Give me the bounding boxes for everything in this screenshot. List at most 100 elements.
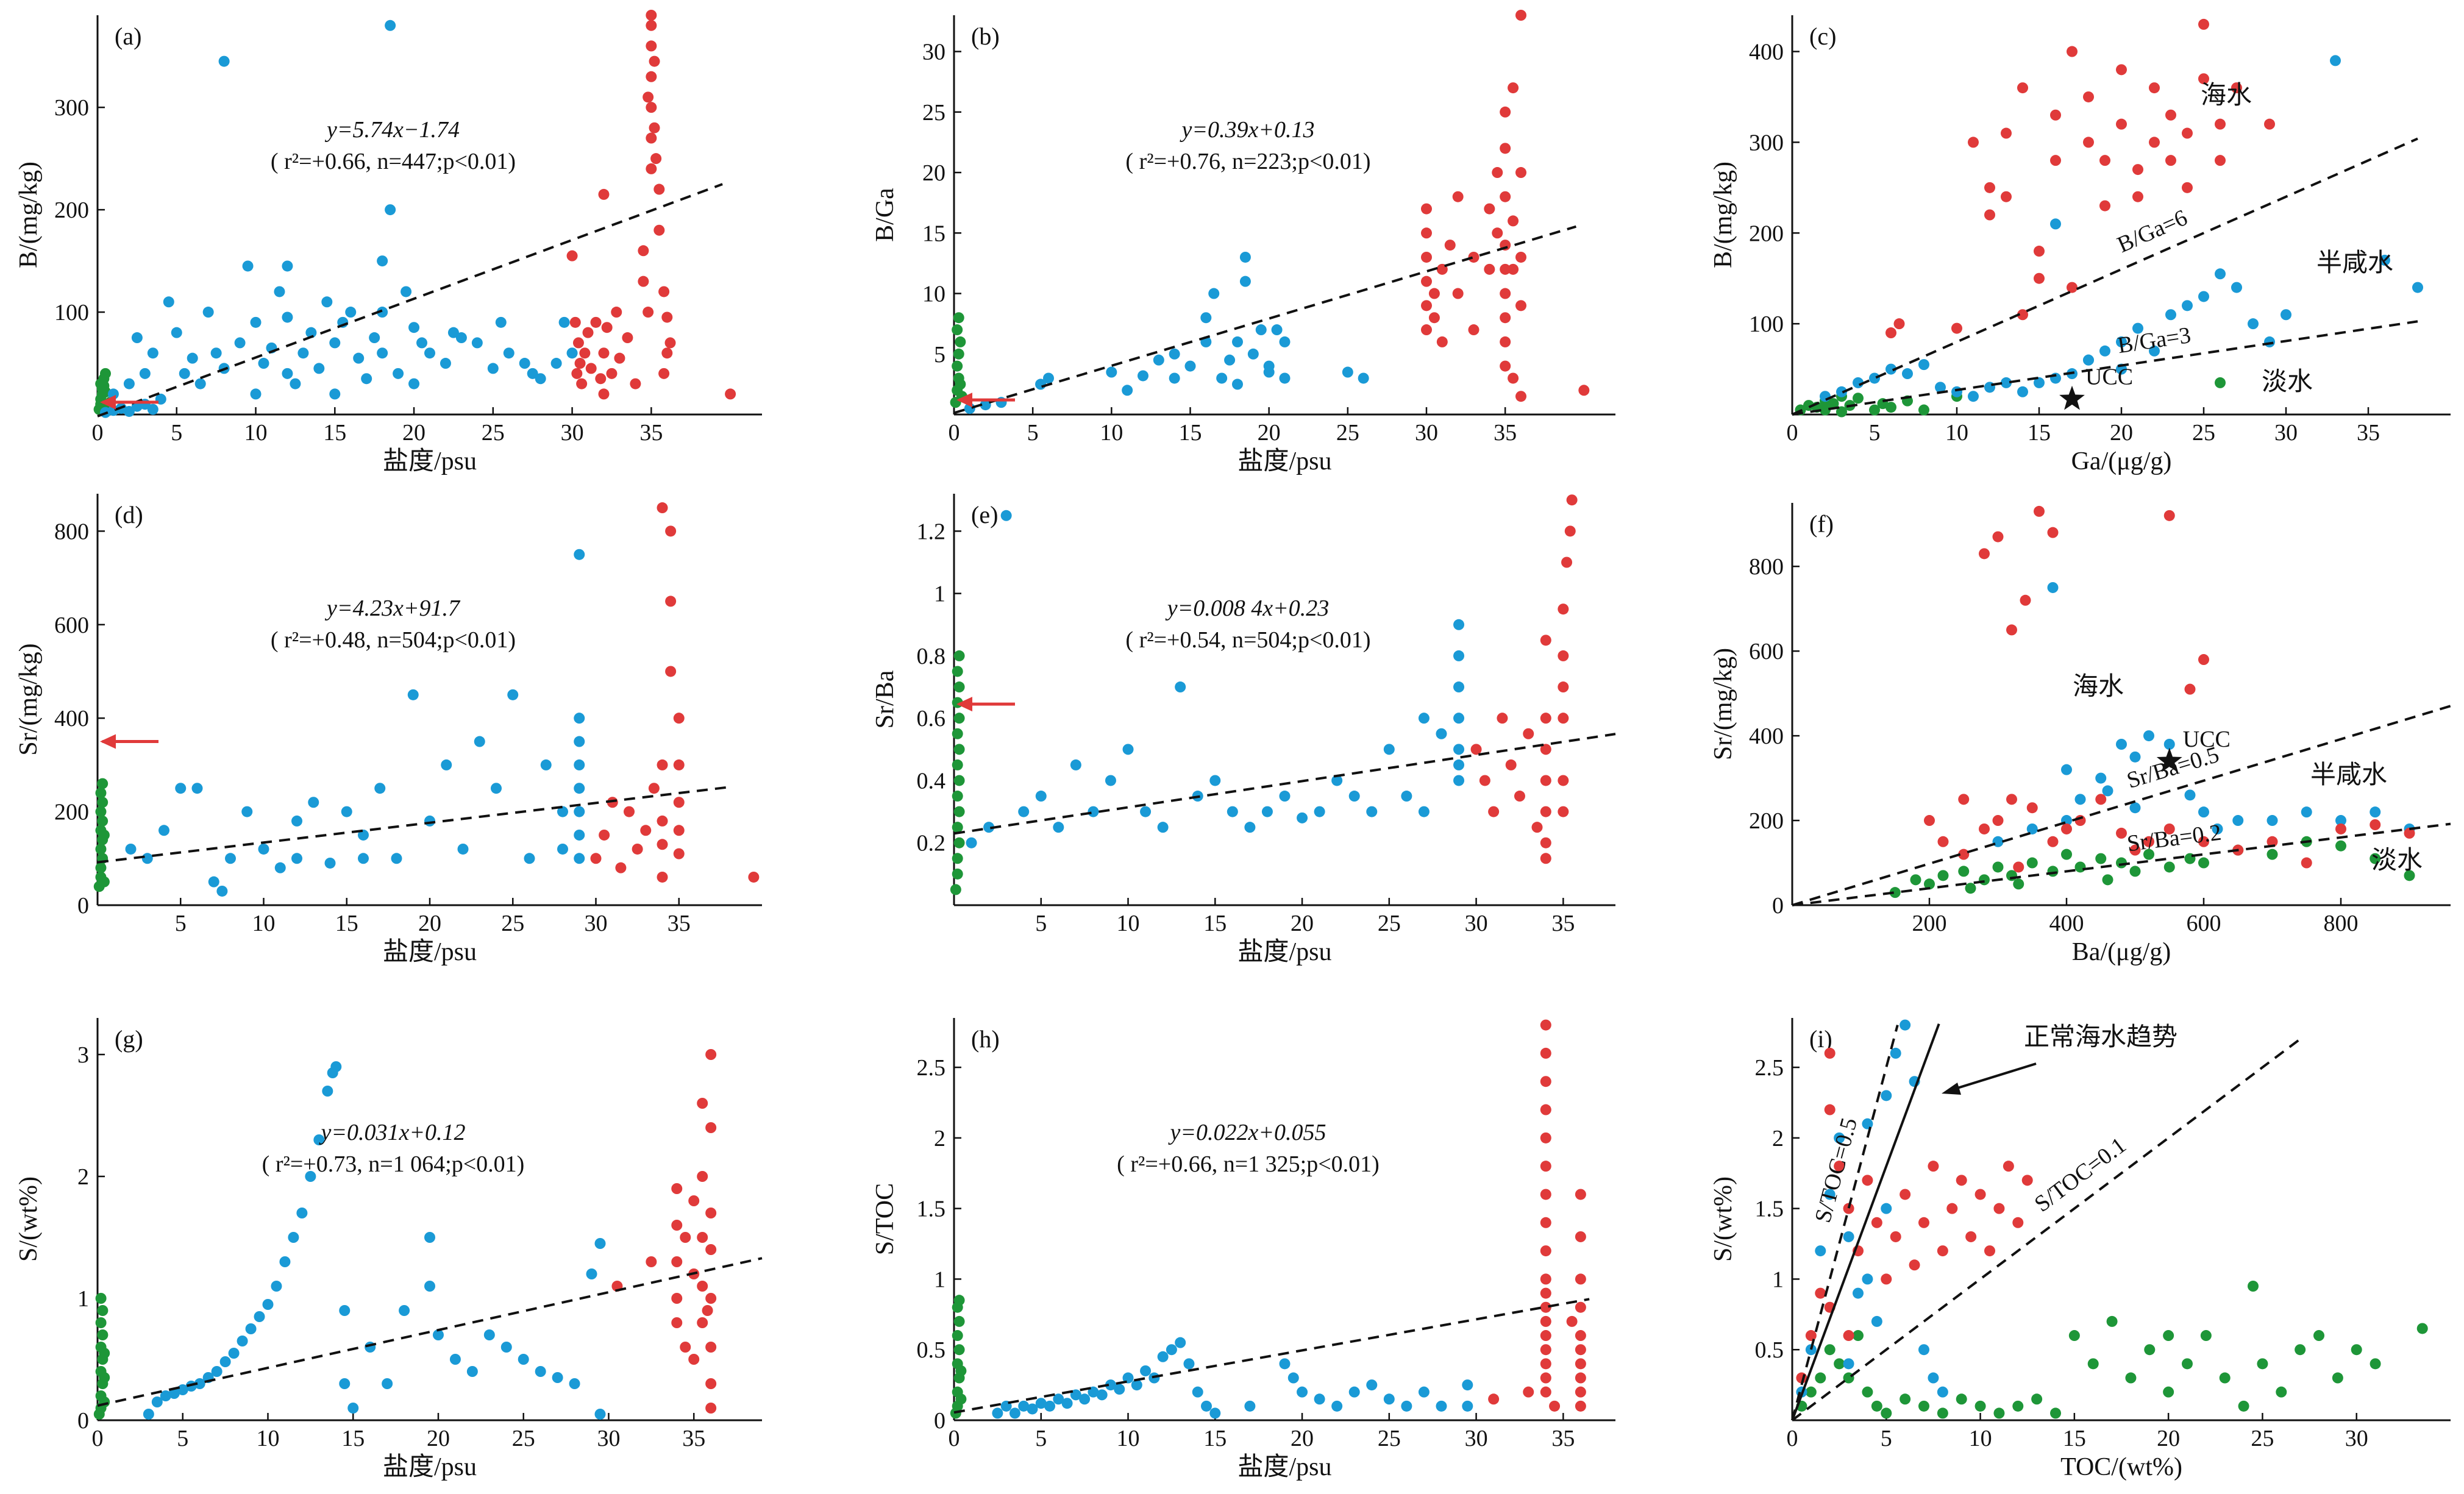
data-point [2116, 857, 2127, 869]
data-point [1575, 1386, 1586, 1398]
x-tick-label: 10 [252, 911, 276, 936]
data-point [2198, 654, 2209, 666]
data-point [952, 324, 963, 336]
data-point [748, 871, 760, 883]
data-point [705, 1403, 717, 1414]
fit-equation: y=0.008 4x+0.23 [1165, 596, 1330, 621]
panel-b: 0 5 10 15 20 25 30 35 5 10 15 20 25 30 盐度/psu B/Ga (b) y=… [871, 10, 1615, 475]
data-point [1018, 1400, 1030, 1412]
data-point [1558, 713, 1569, 724]
data-point [697, 1171, 708, 1182]
data-point [519, 358, 530, 369]
data-point [2198, 857, 2209, 869]
data-point [1885, 363, 1896, 375]
data-point [313, 1134, 325, 1145]
data-point [665, 525, 677, 537]
data-point [424, 347, 435, 359]
data-point [274, 286, 285, 297]
data-point [457, 843, 469, 855]
data-point [1348, 791, 1360, 802]
data-point [1843, 1330, 1854, 1342]
data-point [2001, 127, 2012, 139]
data-point [705, 1049, 717, 1060]
data-point [374, 783, 386, 794]
data-point [1263, 360, 1275, 372]
reference-arrow-head [956, 393, 972, 408]
data-point [552, 1372, 563, 1383]
data-point [952, 853, 963, 864]
data-point [2129, 844, 2141, 856]
data-point [1918, 1217, 1929, 1228]
x-tick-label: 20 [1291, 911, 1314, 936]
data-point [953, 1344, 965, 1356]
x-tick-label: 5 [1869, 420, 1881, 446]
data-point [1508, 263, 1519, 275]
data-point [2129, 802, 2141, 814]
data-point [950, 884, 961, 895]
data-point [2276, 1386, 2287, 1398]
y-tick-label: 30 [922, 40, 945, 65]
data-point [566, 250, 578, 261]
y-axis-label: S/(wt%) [1709, 1176, 1737, 1262]
data-point [2034, 377, 2045, 388]
y-tick-label: 0.5 [917, 1337, 946, 1363]
data-point [1452, 191, 1464, 202]
data-point [1453, 681, 1465, 693]
region-label: 海水 [2201, 82, 2252, 110]
data-point [2099, 155, 2110, 166]
series-marine [611, 1049, 717, 1414]
data-point [2061, 823, 2072, 834]
data-point [455, 332, 467, 344]
data-point [1993, 1203, 2005, 1214]
data-point [2026, 823, 2038, 834]
data-point [234, 337, 246, 349]
data-point [1946, 1203, 1958, 1214]
data-point [2144, 1344, 2156, 1356]
data-point [983, 822, 995, 833]
fit-equation: y=5.74x−1.74 [324, 117, 460, 143]
data-point [657, 871, 668, 883]
reference-line-label: S/TOC=0.1 [2030, 1133, 2131, 1217]
data-point [1956, 1175, 1967, 1186]
data-point [2034, 505, 2045, 517]
data-point [1239, 251, 1251, 263]
data-point [524, 853, 535, 864]
data-point [2083, 137, 2094, 148]
data-point [598, 188, 610, 200]
data-point [1462, 1379, 1473, 1391]
data-point [2163, 1386, 2174, 1398]
data-point [574, 829, 585, 841]
data-point [2163, 1330, 2174, 1342]
series-marine [590, 502, 760, 883]
data-point [1232, 379, 1243, 390]
data-point [1018, 806, 1030, 817]
data-point [313, 363, 325, 374]
y-axis-label: Sr/(mg/kg) [1709, 648, 1737, 760]
fit-stats: ( r²=+0.48, n=504;p<0.01) [271, 627, 516, 653]
series-marine [1470, 494, 1578, 864]
data-point [2330, 55, 2341, 66]
data-point [1881, 1203, 1892, 1214]
x-tick-label: 25 [2251, 1426, 2274, 1451]
data-point [2013, 861, 2024, 873]
data-point [393, 368, 404, 379]
region-label: 淡水 [2371, 847, 2423, 875]
data-point [177, 1384, 188, 1395]
data-point [1484, 263, 1495, 275]
data-point [1227, 806, 1238, 817]
data-point [1224, 354, 1236, 366]
data-point [1575, 1330, 1586, 1342]
data-point [1956, 1393, 1967, 1405]
fit-stats: ( r²=+0.54, n=504;p<0.01) [1125, 627, 1370, 653]
data-point [705, 1122, 717, 1133]
data-point [2017, 309, 2028, 321]
data-point [1488, 806, 1500, 817]
data-point [1540, 1189, 1551, 1200]
data-point [95, 1317, 107, 1328]
x-tick-label: 0 [949, 420, 960, 446]
data-point [2061, 848, 2072, 860]
data-point [1192, 1386, 1203, 1398]
fit-stats: ( r²=+0.73, n=1 064;p<0.01) [262, 1151, 525, 1177]
data-point [1044, 1400, 1056, 1412]
data-point [1444, 240, 1456, 251]
